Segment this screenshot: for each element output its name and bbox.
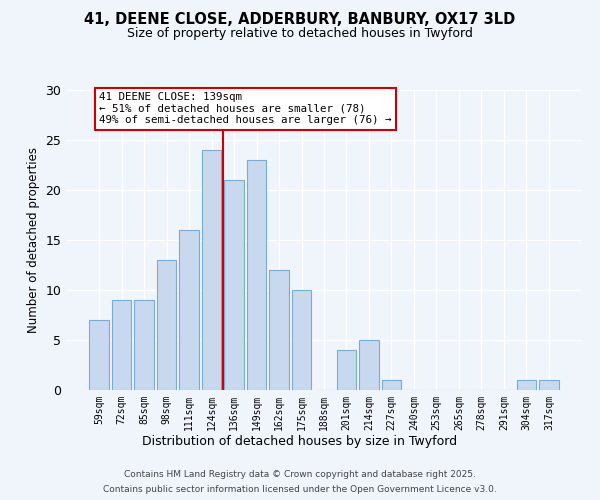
Text: Distribution of detached houses by size in Twyford: Distribution of detached houses by size …: [142, 435, 458, 448]
Bar: [517, 380, 536, 390]
Text: Contains HM Land Registry data © Crown copyright and database right 2025.: Contains HM Land Registry data © Crown c…: [124, 470, 476, 479]
Bar: [89, 320, 109, 390]
Bar: [337, 350, 356, 390]
Text: Size of property relative to detached houses in Twyford: Size of property relative to detached ho…: [127, 28, 473, 40]
Text: Contains public sector information licensed under the Open Government Licence v3: Contains public sector information licen…: [103, 485, 497, 494]
Bar: [269, 270, 289, 390]
Bar: [539, 380, 559, 390]
Bar: [247, 160, 266, 390]
Bar: [134, 300, 154, 390]
Text: 41 DEENE CLOSE: 139sqm
← 51% of detached houses are smaller (78)
49% of semi-det: 41 DEENE CLOSE: 139sqm ← 51% of detached…: [100, 92, 392, 125]
Text: 41, DEENE CLOSE, ADDERBURY, BANBURY, OX17 3LD: 41, DEENE CLOSE, ADDERBURY, BANBURY, OX1…: [85, 12, 515, 28]
Bar: [382, 380, 401, 390]
Y-axis label: Number of detached properties: Number of detached properties: [27, 147, 40, 333]
Bar: [179, 230, 199, 390]
Bar: [112, 300, 131, 390]
Bar: [359, 340, 379, 390]
Bar: [202, 150, 221, 390]
Bar: [224, 180, 244, 390]
Bar: [292, 290, 311, 390]
Bar: [157, 260, 176, 390]
